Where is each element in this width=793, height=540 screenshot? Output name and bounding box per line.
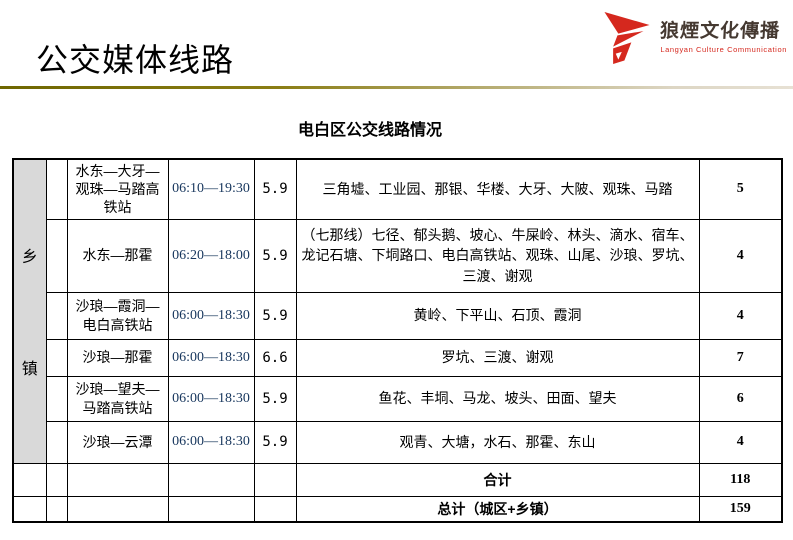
count-cell: 6 <box>698 375 783 422</box>
count-cell: 4 <box>698 218 783 293</box>
empty-cell <box>12 462 47 497</box>
table-row: 沙琅—那霍 06:00—18:30 6.6 罗坑、三渡、谢观 7 <box>13 338 783 377</box>
time-cell: 06:00—18:30 <box>167 375 255 422</box>
price-cell: 5.9 <box>253 420 297 464</box>
empty-cell <box>253 462 297 497</box>
empty-cell <box>45 158 68 220</box>
empty-cell <box>66 495 169 523</box>
stations-cell: 三角墟、工业园、那银、华楼、大牙、大陂、观珠、马踏 <box>295 158 700 220</box>
route-cell: 沙琅—霞洞—电白高铁站 <box>66 291 169 340</box>
time-cell: 06:20—18:00 <box>167 218 255 293</box>
empty-cell <box>167 495 255 523</box>
table-row: 乡 镇 水东—大牙—观珠—马踏高铁站 06:10—19:30 5.9 三角墟、工… <box>12 158 783 464</box>
total-row: 总计（城区+乡镇） 159 <box>12 495 783 523</box>
header-divider <box>0 86 793 89</box>
empty-cell <box>167 462 255 497</box>
time-cell: 06:00—18:30 <box>167 291 255 340</box>
empty-cell <box>45 495 68 523</box>
subtotal-label: 合计 <box>295 462 700 497</box>
logo-en-text: Langyan Culture Communication <box>660 44 787 54</box>
count-cell: 4 <box>698 420 783 464</box>
table-row: 沙琅—云潭 06:00—18:30 5.9 观青、大塘，水石、那霍、东山 4 <box>13 420 783 464</box>
table-row: 沙琅—霞洞—电白高铁站 06:00—18:30 5.9 黄岭、下平山、石顶、霞洞… <box>13 291 783 340</box>
township-group-cell: 乡 镇 <box>12 158 47 464</box>
stations-cell: 黄岭、下平山、石顶、霞洞 <box>295 291 700 340</box>
price-cell: 5.9 <box>253 375 297 422</box>
subtotal-row: 合计 118 <box>12 462 783 497</box>
route-cell: 沙琅—望夫—马踏高铁站 <box>66 375 169 422</box>
township-group-label: 乡 镇 <box>16 243 44 379</box>
page-title: 公交媒体线路 <box>36 42 235 78</box>
empty-cell <box>45 375 68 422</box>
empty-cell <box>45 462 68 497</box>
price-cell: 5.9 <box>253 218 297 293</box>
count-cell: 4 <box>698 291 783 340</box>
empty-cell <box>66 462 169 497</box>
table-row: 沙琅—望夫—马踏高铁站 06:00—18:30 5.9 鱼花、丰垌、马龙、坡头、… <box>13 375 783 422</box>
table-row: 水东—那霍 06:20—18:00 5.9 （七那线）七径、郁头鹅、坡心、牛屎岭… <box>13 218 783 293</box>
group-label-char: 镇 <box>21 361 38 379</box>
stations-cell: 观青、大塘，水石、那霍、东山 <box>295 420 700 464</box>
price-cell: 6.6 <box>253 338 297 377</box>
stations-cell: （七那线）七径、郁头鹅、坡心、牛屎岭、林头、滴水、宿车、龙记石塘、下垌路口、电白… <box>295 218 700 293</box>
empty-cell <box>253 495 297 523</box>
route-cell: 水东—那霍 <box>66 218 169 293</box>
route-cell: 沙琅—云潭 <box>66 420 169 464</box>
stations-cell: 鱼花、丰垌、马龙、坡头、田面、望夫 <box>295 375 700 422</box>
langyan-logo-icon <box>604 12 650 64</box>
count-cell: 7 <box>698 338 783 377</box>
empty-cell <box>12 495 47 523</box>
time-cell: 06:00—18:30 <box>167 338 255 377</box>
subtotal-value: 118 <box>698 462 783 497</box>
empty-cell <box>45 218 68 293</box>
total-value: 159 <box>698 495 783 523</box>
logo-text: 狼煙文化傳播 Langyan Culture Communication <box>659 20 787 54</box>
price-cell: 5.9 <box>253 291 297 340</box>
time-cell: 06:10—19:30 <box>167 158 255 220</box>
table-title: 电白区公交线路情况 <box>297 122 442 139</box>
stations-cell: 罗坑、三渡、谢观 <box>295 338 700 377</box>
count-cell: 5 <box>698 158 783 220</box>
langyan-logo: 狼煙文化傳播 Langyan Culture Communication <box>601 10 787 66</box>
total-label: 总计（城区+乡镇） <box>295 495 700 523</box>
empty-cell <box>45 338 68 377</box>
empty-cell <box>45 291 68 340</box>
group-label-char: 乡 <box>21 249 38 267</box>
price-cell: 5.9 <box>253 158 297 220</box>
time-cell: 06:00—18:30 <box>167 420 255 464</box>
route-cell: 沙琅—那霍 <box>66 338 169 377</box>
logo-cn-text: 狼煙文化傳播 <box>659 20 781 42</box>
bus-routes-table: 乡 镇 水东—大牙—观珠—马踏高铁站 06:10—19:30 5.9 三角墟、工… <box>12 158 783 523</box>
empty-cell <box>45 420 68 464</box>
route-cell: 水东—大牙—观珠—马踏高铁站 <box>66 158 169 220</box>
